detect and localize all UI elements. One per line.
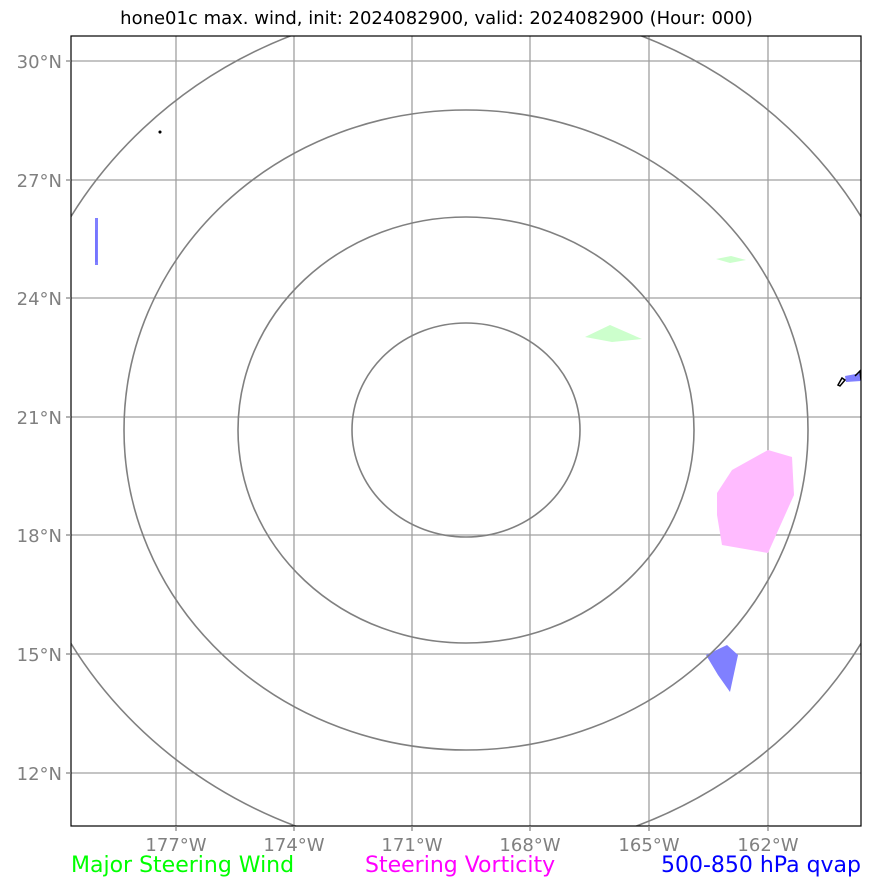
lat-label: 24°N bbox=[17, 289, 62, 310]
gridlines bbox=[71, 36, 861, 826]
range-rings bbox=[71, 36, 861, 826]
lon-label: 171°W bbox=[381, 835, 442, 856]
lon-label: 174°W bbox=[263, 835, 324, 856]
lat-label: 27°N bbox=[17, 171, 62, 192]
lon-label: 162°W bbox=[737, 835, 798, 856]
lat-label: 12°N bbox=[17, 764, 62, 785]
range-ring-3 bbox=[123, 109, 809, 751]
map-title: hone01c max. wind, init: 2024082900, val… bbox=[120, 8, 753, 29]
range-ring-2 bbox=[237, 216, 695, 644]
coastlines bbox=[95, 130, 861, 387]
legend-steering-wind: Major Steering Wind bbox=[71, 853, 295, 878]
range-ring-1 bbox=[351, 322, 581, 538]
plot-frame bbox=[70, 35, 862, 827]
island-coastline bbox=[836, 376, 847, 387]
qvap-area bbox=[845, 373, 861, 382]
steering-wind-area bbox=[716, 256, 746, 263]
lat-label: 15°N bbox=[17, 645, 62, 666]
steering-wind-area bbox=[585, 325, 642, 342]
steering-vorticity-area bbox=[717, 450, 794, 553]
range-ring-4 bbox=[71, 36, 861, 826]
lon-label: 165°W bbox=[618, 835, 679, 856]
legend-qvap: 500-850 hPa qvap bbox=[660, 853, 861, 878]
qvap-area bbox=[706, 645, 738, 692]
lat-label: 30°N bbox=[17, 52, 62, 73]
lon-label: 168°W bbox=[499, 835, 560, 856]
island-coastline bbox=[158, 130, 162, 134]
lat-label: 21°N bbox=[17, 408, 62, 429]
lat-label: 18°N bbox=[17, 526, 62, 547]
tick-marks bbox=[66, 60, 769, 831]
lon-label: 177°W bbox=[145, 835, 206, 856]
legend-steering-vorticity: Steering Vorticity bbox=[365, 853, 556, 878]
